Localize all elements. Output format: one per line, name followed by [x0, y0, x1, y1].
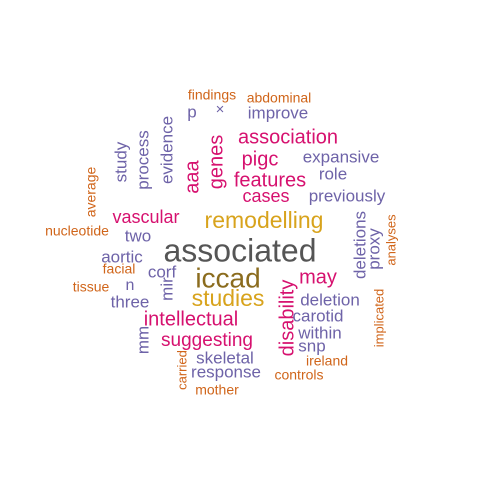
word-carotid: carotid	[292, 306, 343, 325]
word-genes: genes	[205, 135, 227, 190]
word-skeletal: skeletal	[196, 348, 254, 367]
word-proxy: proxy	[364, 228, 383, 270]
word-previously: previously	[309, 186, 386, 205]
word-pigc: pigc	[242, 148, 279, 170]
word-aaa: aaa	[181, 159, 203, 193]
word-within: within	[297, 323, 341, 342]
word-intellectual: intellectual	[144, 308, 239, 330]
word-deletions: deletions	[350, 211, 369, 279]
word-iccad: iccad	[195, 262, 260, 293]
word-corf: corf	[148, 262, 177, 281]
word-analyses: analyses	[383, 214, 398, 266]
word-times-sign: ×	[216, 101, 225, 118]
word-average: average	[83, 166, 99, 217]
word-carried: carried	[174, 350, 189, 390]
word-disability: disability	[276, 280, 298, 357]
word-expansive: expansive	[303, 147, 380, 166]
word-tissue: tissue	[73, 279, 110, 295]
word-p: p	[187, 102, 196, 121]
word-three: three	[111, 292, 150, 311]
word-mir: mir	[157, 277, 176, 301]
word-abdominal: abdominal	[247, 90, 312, 106]
word-improve: improve	[248, 103, 308, 122]
word-studies: studies	[192, 285, 265, 311]
word-two: two	[125, 226, 151, 245]
word-controls: controls	[274, 367, 323, 383]
word-may: may	[299, 266, 337, 288]
word-study: study	[111, 141, 130, 182]
word-response: response	[191, 362, 261, 381]
word-mm: mm	[133, 326, 152, 354]
word-process: process	[133, 130, 152, 190]
word-features: features	[234, 169, 306, 191]
word-suggesting: suggesting	[161, 330, 253, 351]
word-cases: cases	[242, 186, 289, 206]
word-implicated: implicated	[371, 289, 386, 348]
word-nucleotide: nucleotide	[45, 223, 109, 239]
word-facial: facial	[103, 261, 136, 277]
word-aortic: aortic	[101, 247, 143, 266]
word-snp: snp	[298, 336, 325, 355]
word-evidence: evidence	[157, 116, 176, 184]
word-n: n	[126, 277, 135, 294]
word-findings: findings	[188, 87, 236, 103]
word-deletion: deletion	[300, 290, 360, 309]
word-role: role	[319, 164, 347, 183]
word-ireland: ireland	[306, 353, 348, 369]
word-associated: associated	[164, 232, 317, 268]
word-vascular: vascular	[112, 207, 179, 227]
word-remodelling: remodelling	[205, 207, 324, 233]
word-association: association	[238, 126, 338, 148]
word-mother: mother	[195, 382, 239, 398]
